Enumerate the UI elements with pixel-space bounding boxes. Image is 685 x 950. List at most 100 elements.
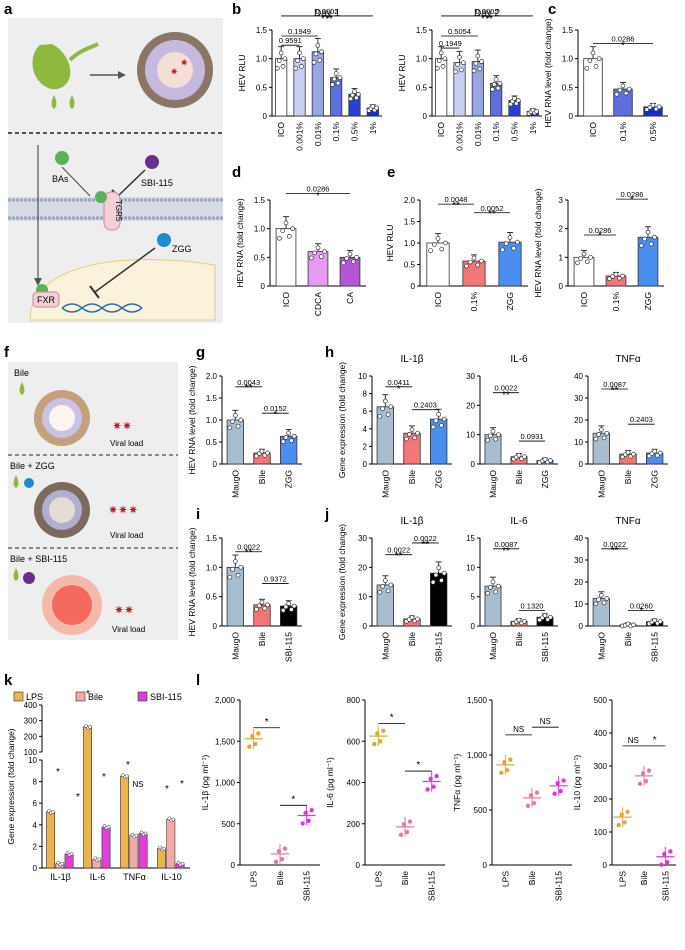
data-point bbox=[262, 606, 268, 611]
significance-label: 0.2403 bbox=[630, 415, 653, 424]
bar bbox=[129, 835, 139, 869]
x-tick-label: Bile bbox=[514, 470, 524, 484]
label-zgg: ZGG bbox=[172, 244, 192, 254]
data-point bbox=[380, 584, 385, 589]
data-point bbox=[639, 243, 644, 249]
data-point bbox=[295, 58, 300, 63]
data-point bbox=[496, 432, 501, 438]
y-tick-label: 0 bbox=[559, 282, 564, 291]
data-point bbox=[409, 615, 415, 620]
data-point bbox=[404, 436, 409, 442]
bar bbox=[157, 848, 166, 869]
data-point bbox=[106, 825, 111, 829]
data-point bbox=[283, 220, 289, 226]
data-point bbox=[278, 50, 284, 56]
data-point bbox=[238, 417, 244, 423]
y-tick-label: 200 bbox=[594, 795, 608, 804]
significance-label: * bbox=[598, 231, 602, 242]
data-point bbox=[230, 419, 235, 424]
significance-label: ** bbox=[611, 545, 619, 556]
y-tick-label: 1.5 bbox=[206, 534, 218, 543]
data-point bbox=[656, 104, 662, 110]
data-point bbox=[616, 822, 621, 828]
data-point bbox=[604, 430, 610, 436]
data-point bbox=[348, 96, 354, 102]
significance-label: ** bbox=[395, 551, 403, 562]
data-point bbox=[657, 450, 663, 456]
data-point bbox=[382, 578, 388, 583]
data-point bbox=[434, 773, 439, 779]
significance-label: 0.0931 bbox=[521, 432, 544, 441]
data-point bbox=[232, 413, 238, 418]
bile-acid-icon bbox=[55, 151, 69, 165]
data-point bbox=[291, 603, 297, 609]
x-tick-label: SBI-115 bbox=[554, 871, 564, 901]
data-point bbox=[455, 62, 460, 67]
y-tick-label: 100 bbox=[594, 828, 608, 837]
data-point bbox=[286, 430, 292, 436]
data-point bbox=[227, 574, 233, 580]
data-point bbox=[479, 59, 484, 64]
data-point bbox=[256, 731, 261, 736]
data-point bbox=[60, 861, 65, 866]
data-point bbox=[375, 731, 380, 736]
x-tick-label: MaugO bbox=[230, 470, 240, 498]
data-point bbox=[645, 229, 651, 235]
panel-letter-d: d bbox=[232, 164, 241, 181]
data-point bbox=[412, 435, 418, 441]
data-point bbox=[610, 274, 616, 279]
y-tick-label: 10 bbox=[466, 431, 475, 440]
data-point bbox=[493, 77, 499, 83]
x-tick-label: ZGG bbox=[434, 470, 444, 488]
y-tick-label: 30 bbox=[574, 556, 583, 565]
data-point bbox=[380, 406, 385, 412]
significance-label: ** bbox=[452, 201, 460, 212]
label-tgr5: TGR5 bbox=[114, 200, 123, 222]
significance-label: 0.0002 bbox=[476, 7, 499, 16]
y-tick-label: 6 bbox=[33, 799, 38, 808]
x-tick-label: 0.1% bbox=[331, 122, 341, 142]
x-tick-label: Bile bbox=[257, 470, 267, 484]
label-bile-sbi-row: Bile + SBI-115 bbox=[10, 554, 67, 564]
data-point bbox=[558, 788, 563, 794]
significance-label: 0.0286 bbox=[589, 226, 612, 235]
y-tick-label: 40 bbox=[574, 534, 583, 543]
x-tick-label: SBI-115 bbox=[660, 871, 670, 901]
bile-drop-icon bbox=[19, 382, 25, 395]
chart-title: Day 2 bbox=[474, 8, 501, 19]
bile-drop-icon bbox=[13, 568, 19, 581]
bar bbox=[83, 726, 92, 869]
significance-label: * bbox=[86, 689, 90, 700]
x-tick-label: SBI-115 bbox=[650, 632, 660, 662]
arrow-head-icon bbox=[118, 71, 126, 79]
data-point bbox=[457, 54, 462, 60]
data-point bbox=[460, 60, 466, 66]
panel-letter-a: a bbox=[4, 1, 13, 18]
y-axis-label: HEV RNA level (fold change) bbox=[187, 527, 197, 636]
data-point bbox=[652, 234, 657, 240]
data-point bbox=[584, 259, 590, 265]
y-tick-label: 10 bbox=[28, 756, 37, 765]
y-tick-label: 600 bbox=[347, 737, 361, 746]
data-point bbox=[441, 416, 447, 422]
data-point bbox=[490, 579, 496, 585]
x-tick-label: IL-10 bbox=[161, 872, 182, 882]
data-point bbox=[439, 246, 445, 252]
data-point bbox=[317, 57, 323, 63]
significance-label: 0.5054 bbox=[448, 27, 471, 36]
significance-label: * bbox=[291, 794, 295, 805]
inhibit-bar-icon bbox=[89, 285, 100, 299]
y-axis-label: IL-10 (pg ml⁻¹) bbox=[572, 755, 582, 811]
data-point bbox=[235, 572, 241, 578]
data-point bbox=[283, 604, 289, 610]
panel-letter-c: c bbox=[548, 1, 556, 18]
data-point bbox=[607, 276, 612, 282]
data-point bbox=[256, 603, 262, 609]
chart-g: 0 0.5 1.0 1.5 2.0 HEV RNA level (fold change)… bbox=[187, 365, 302, 498]
significance-label: 0.0286 bbox=[621, 190, 644, 199]
y-tick-label: 1.0 bbox=[416, 55, 428, 64]
y-tick-label: 0.5 bbox=[254, 253, 266, 262]
data-point bbox=[650, 102, 656, 108]
data-point bbox=[381, 728, 386, 734]
y-tick-label: 6 bbox=[363, 407, 368, 416]
